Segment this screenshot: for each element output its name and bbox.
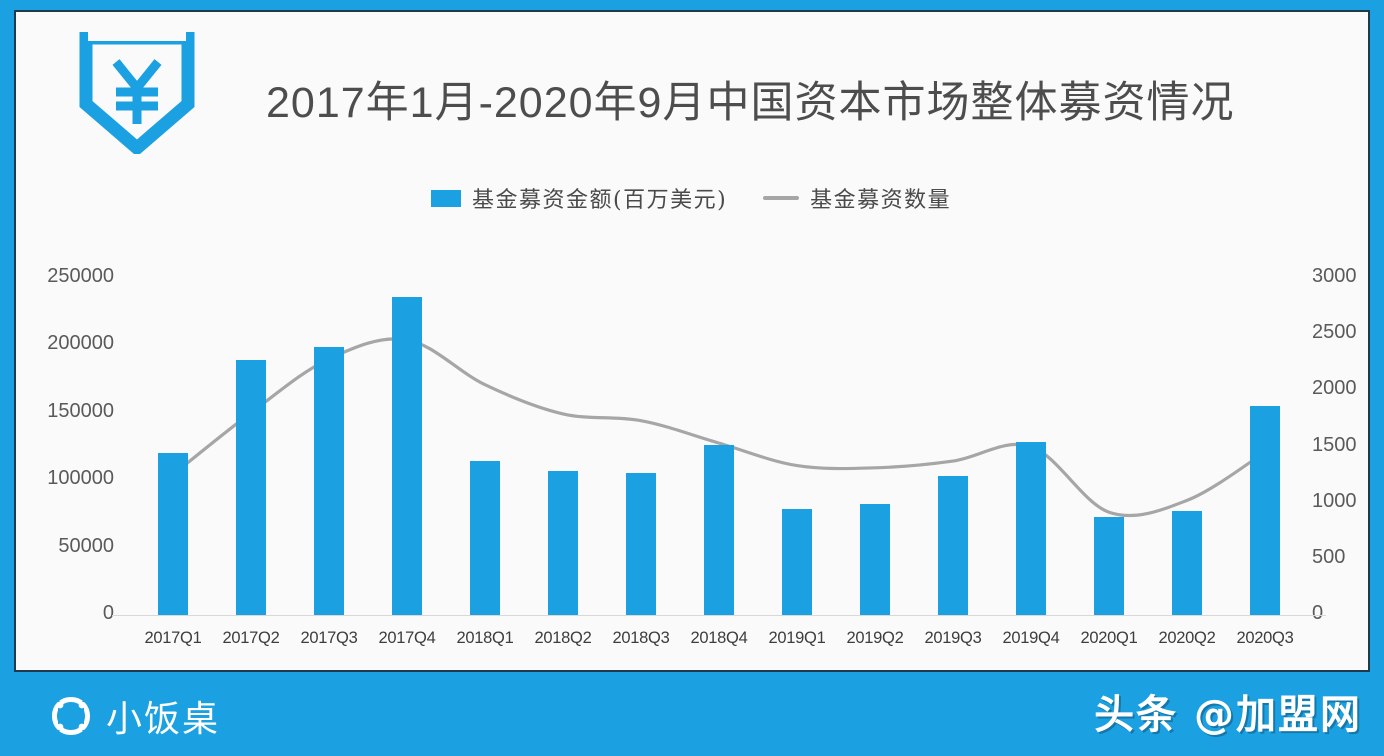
yen-shield-icon bbox=[78, 27, 196, 157]
bar-2017Q3[interactable] bbox=[314, 346, 344, 615]
x-axis-tick-label: 2019Q4 bbox=[1002, 629, 1060, 647]
y-axis-right-tick-label: 0 bbox=[1312, 602, 1324, 624]
y-axis-right-tick-label: 1000 bbox=[1312, 489, 1357, 512]
y-axis-right-tick-label: 1500 bbox=[1312, 433, 1357, 456]
x-axis-tick-label: 2020Q3 bbox=[1236, 629, 1294, 647]
line-series-overlay bbox=[171, 337, 1267, 518]
x-axis-tick-label: 2017Q4 bbox=[378, 629, 436, 647]
bar-2019Q4[interactable] bbox=[1016, 442, 1046, 615]
y-axis-left-tick-label: 150000 bbox=[47, 399, 114, 422]
page-title: 2017年1月-2020年9月中国资本市场整体募资情况 bbox=[266, 79, 1235, 127]
bar-2018Q1[interactable] bbox=[470, 461, 500, 615]
bar-2017Q4[interactable] bbox=[392, 296, 422, 615]
x-axis-tick-label: 2020Q2 bbox=[1158, 629, 1216, 647]
x-axis-line bbox=[112, 615, 1326, 616]
x-axis-tick-label: 2018Q2 bbox=[534, 629, 592, 647]
y-axis-right-tick-label: 2000 bbox=[1312, 377, 1357, 400]
x-axis-tick-label: 2017Q3 bbox=[300, 629, 358, 647]
y-axis-left-tick-label: 50000 bbox=[58, 534, 114, 557]
brand-logo: 小饭桌 bbox=[48, 690, 220, 742]
xiaofanzhuo-logo-icon bbox=[52, 697, 90, 735]
bar-2020Q3[interactable] bbox=[1250, 406, 1280, 615]
chart-card: 2017年1月-2020年9月中国资本市场整体募资情况 基金募资金额(百万美元)… bbox=[14, 10, 1370, 672]
x-axis-tick-label: 2017Q1 bbox=[144, 629, 202, 647]
watermark-text: 头条 @加盟网 bbox=[1094, 692, 1362, 738]
legend-line-icon bbox=[763, 196, 800, 200]
legend-label-amount: 基金募资金额(百万美元) bbox=[472, 188, 728, 213]
footer-bar: 小饭桌 头条 @加盟网 bbox=[0, 674, 1384, 756]
x-axis-tick-label: 2019Q1 bbox=[768, 629, 826, 647]
brand-name: 小饭桌 bbox=[106, 699, 221, 740]
bar-2020Q2[interactable] bbox=[1172, 511, 1202, 615]
bar-2018Q3[interactable] bbox=[626, 473, 656, 615]
y-axis-left-tick-label: 200000 bbox=[47, 332, 114, 355]
y-axis-left-tick-label: 0 bbox=[102, 602, 114, 624]
x-axis-tick-label: 2020Q1 bbox=[1080, 629, 1138, 647]
chart-plot-area: 0 50000 100000 150000 200000 250000 0 500 1000 15… bbox=[16, 12, 1368, 670]
bar-2017Q2[interactable] bbox=[236, 360, 266, 615]
x-axis-tick-label: 2018Q1 bbox=[456, 629, 514, 647]
legend-swatch-icon bbox=[431, 189, 461, 207]
legend-item-count[interactable]: 基金募资数量 bbox=[763, 182, 951, 214]
bar-2018Q2[interactable] bbox=[548, 470, 578, 615]
x-axis-tick-label: 2019Q3 bbox=[924, 629, 982, 647]
x-axis-tick-label: 2018Q3 bbox=[612, 629, 670, 647]
x-axis-tick-label: 2018Q4 bbox=[690, 629, 748, 647]
bar-2020Q1[interactable] bbox=[1094, 516, 1124, 615]
x-axis-tick-label: 2017Q2 bbox=[222, 629, 280, 647]
legend-item-amount[interactable]: 基金募资金额(百万美元) bbox=[431, 182, 727, 214]
y-axis-left-tick-label: 100000 bbox=[47, 467, 114, 490]
y-axis-right-tick-label: 3000 bbox=[1312, 265, 1357, 287]
legend-label-count: 基金募资数量 bbox=[810, 188, 952, 213]
x-axis-tick-label: 2019Q2 bbox=[846, 629, 904, 647]
y-axis-right-tick-label: 500 bbox=[1312, 545, 1346, 568]
bar-2017Q1[interactable] bbox=[158, 453, 188, 615]
bar-2019Q1[interactable] bbox=[782, 508, 812, 615]
bar-2019Q2[interactable] bbox=[860, 504, 890, 615]
y-axis-right-tick-label: 2500 bbox=[1312, 321, 1357, 344]
chart-legend: 基金募资金额(百万美元) 基金募资数量 bbox=[431, 182, 951, 214]
y-axis-left-tick-label: 250000 bbox=[47, 265, 114, 287]
bar-2018Q4[interactable] bbox=[704, 445, 734, 615]
bar-2019Q3[interactable] bbox=[938, 476, 968, 615]
